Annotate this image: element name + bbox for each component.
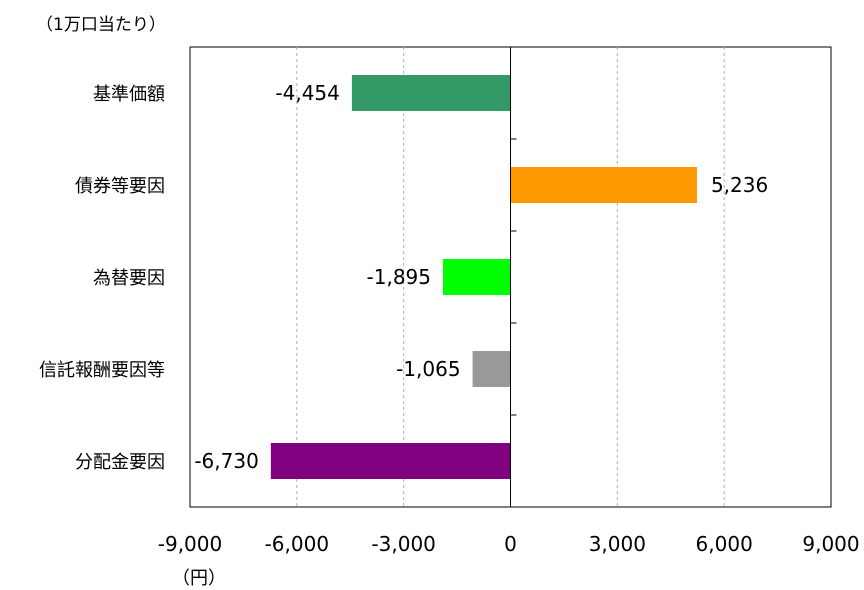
- x-axis-label: （円）: [172, 568, 226, 589]
- x-tick-label: -9,000: [158, 532, 222, 556]
- bar: [510, 167, 697, 203]
- gridlines: [296, 47, 725, 507]
- value-label: 5,236: [711, 173, 768, 197]
- zero-axis-ticks: [510, 138, 517, 416]
- value-label: -1,065: [396, 357, 460, 381]
- x-tick-label: -6,000: [265, 532, 329, 556]
- x-tick-label: 6,000: [696, 532, 753, 556]
- category-label: 信託報酬要因等: [39, 360, 165, 381]
- bar: [351, 75, 511, 111]
- x-tick-label: 9,000: [802, 532, 859, 556]
- value-label: -1,895: [367, 265, 431, 289]
- value-label: -4,454: [275, 81, 339, 105]
- category-label: 基準価額: [93, 84, 165, 105]
- unit-note: （1万口当たり）: [36, 15, 166, 35]
- value-label: -6,730: [194, 449, 258, 473]
- x-tick-label: 0: [504, 532, 517, 556]
- value-labels: -4,454 5,236 -1,895 -1,065 -6,730: [194, 81, 768, 473]
- bars: [270, 75, 697, 479]
- x-tick-labels: -9,000 -6,000 -3,000 0 3,000 6,000 9,000: [158, 532, 860, 556]
- bar: [270, 443, 511, 479]
- category-label: 為替要因: [93, 268, 165, 289]
- category-label: 債券等要因: [75, 176, 165, 197]
- category-label: 分配金要因: [75, 452, 165, 473]
- bar: [443, 259, 511, 295]
- bar: [472, 351, 511, 387]
- x-tick-label: 3,000: [589, 532, 646, 556]
- x-tick-label: -3,000: [371, 532, 435, 556]
